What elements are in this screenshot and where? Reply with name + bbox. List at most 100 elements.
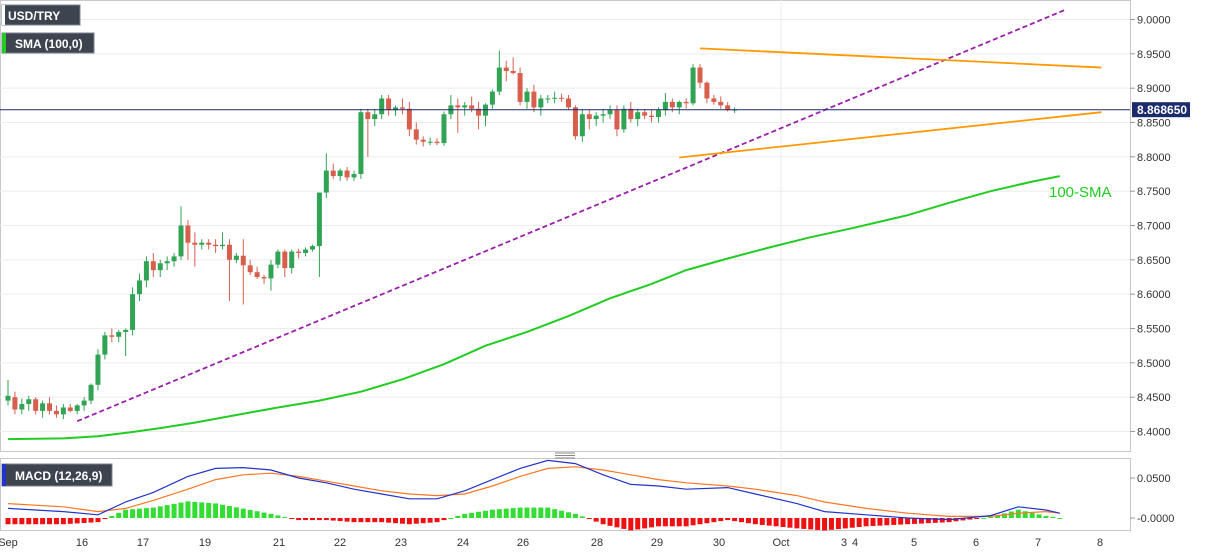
candle-body	[552, 97, 558, 99]
candle	[88, 383, 94, 405]
macd-histogram-bar	[759, 518, 765, 525]
candle	[635, 108, 641, 126]
macd-histogram-bar	[296, 518, 302, 521]
candle	[206, 239, 212, 250]
candle	[247, 259, 253, 275]
candle-body	[268, 264, 274, 279]
candle-body	[524, 91, 530, 102]
macd-histogram-bar	[261, 512, 267, 518]
sma-100-line	[7, 175, 1060, 441]
macd-histogram-bar	[109, 515, 115, 518]
macd-histogram-bar	[732, 518, 738, 522]
macd-histogram-bar	[510, 508, 516, 518]
candle-body	[12, 397, 18, 410]
candle-body	[192, 242, 198, 245]
macd-histogram-bar	[600, 518, 606, 525]
candle-body	[545, 98, 551, 100]
candle-body	[503, 67, 509, 72]
macd-histogram-bar	[74, 518, 80, 524]
candle-body	[143, 261, 149, 281]
sma-100-line-path	[7, 175, 1060, 441]
macd-histogram-bar	[704, 518, 710, 524]
macd-histogram-bar	[870, 518, 876, 526]
candle	[427, 137, 433, 146]
candle	[690, 64, 696, 106]
price-tick-label: 8.5000	[1137, 358, 1171, 370]
candle-body	[316, 192, 322, 247]
macd-histogram-bar	[26, 518, 32, 525]
sma-badge[interactable]: SMA (100,0)	[1, 32, 95, 54]
candle-body	[164, 261, 170, 264]
candle-body	[725, 105, 731, 111]
candle-body	[365, 112, 371, 120]
macd-histogram-bar	[206, 502, 212, 518]
price-tick-label: 8.9500	[1137, 49, 1171, 61]
time-tick-label: 3	[841, 537, 847, 549]
macd-histogram-bar	[538, 507, 544, 518]
pane-resize-handle[interactable]	[555, 452, 575, 459]
candle-body	[683, 101, 689, 104]
macd-histogram-bar	[828, 518, 834, 530]
time-tick-label: 21	[273, 537, 285, 549]
symbol-badge[interactable]: USD/TRY	[1, 4, 81, 26]
macd-histogram-bar	[614, 518, 620, 528]
macd-indicator	[5, 459, 1063, 531]
candle	[136, 273, 142, 302]
candle-body	[579, 114, 585, 137]
candle	[26, 395, 32, 411]
candle-body	[240, 255, 246, 266]
macd-histogram-bar	[1057, 518, 1063, 519]
candle-body	[476, 108, 482, 116]
macd-histogram-bar	[95, 518, 101, 523]
candle-body	[510, 71, 516, 74]
macd-histogram-bar	[116, 512, 122, 518]
macd-histogram-bar	[434, 518, 440, 523]
candle-body	[47, 403, 53, 411]
macd-histogram-bar	[233, 507, 239, 518]
current-price-tag: 8.868650	[1132, 102, 1190, 118]
candle-body	[420, 139, 426, 142]
macd-histogram-bar	[88, 518, 94, 523]
macd-histogram-bar	[275, 515, 281, 518]
candle	[462, 101, 468, 116]
candle	[74, 404, 80, 415]
price-tick-label: 8.4000	[1137, 427, 1171, 439]
candle	[683, 98, 689, 109]
macd-axis: 0.0500 -0.0000	[1130, 473, 1174, 525]
macd-histogram-bar	[974, 518, 980, 519]
time-tick-label: 5	[911, 537, 917, 549]
macd-histogram-bar	[226, 506, 232, 518]
candle-body	[372, 114, 378, 120]
candle	[53, 405, 59, 418]
candle-body	[5, 395, 11, 401]
candle	[496, 50, 502, 96]
candle	[531, 84, 537, 113]
candle-body	[116, 331, 122, 337]
macd-histogram-bar	[690, 518, 696, 526]
price-tick-label: 8.4500	[1137, 392, 1171, 404]
candle-body	[261, 277, 267, 279]
macd-histogram-bar	[199, 502, 205, 518]
macd-histogram-bar	[164, 505, 170, 518]
candle	[233, 252, 239, 264]
macd-histogram-bar	[835, 518, 841, 530]
candle-body	[669, 101, 675, 108]
macd-badge[interactable]: MACD (12,26,9)	[1, 463, 113, 487]
macd-histogram-bar	[469, 512, 475, 518]
macd-histogram-bar	[711, 518, 717, 523]
macd-histogram-bar	[662, 518, 668, 527]
macd-histogram-bar	[739, 518, 745, 523]
macd-histogram-bar	[531, 507, 537, 518]
candle-body	[649, 115, 655, 118]
candle	[552, 91, 558, 104]
candle-body	[19, 404, 25, 410]
price-tick-label: 8.6000	[1137, 289, 1171, 301]
macd-histogram-bar	[12, 518, 18, 525]
macd-histogram-bar	[1036, 514, 1042, 518]
macd-histogram-bar	[282, 516, 288, 518]
time-tick-label: 26	[517, 537, 529, 549]
candle	[718, 96, 724, 109]
time-tick-label: 16	[76, 537, 88, 549]
macd-histogram-bar	[815, 518, 821, 530]
macd-line	[7, 459, 1060, 521]
